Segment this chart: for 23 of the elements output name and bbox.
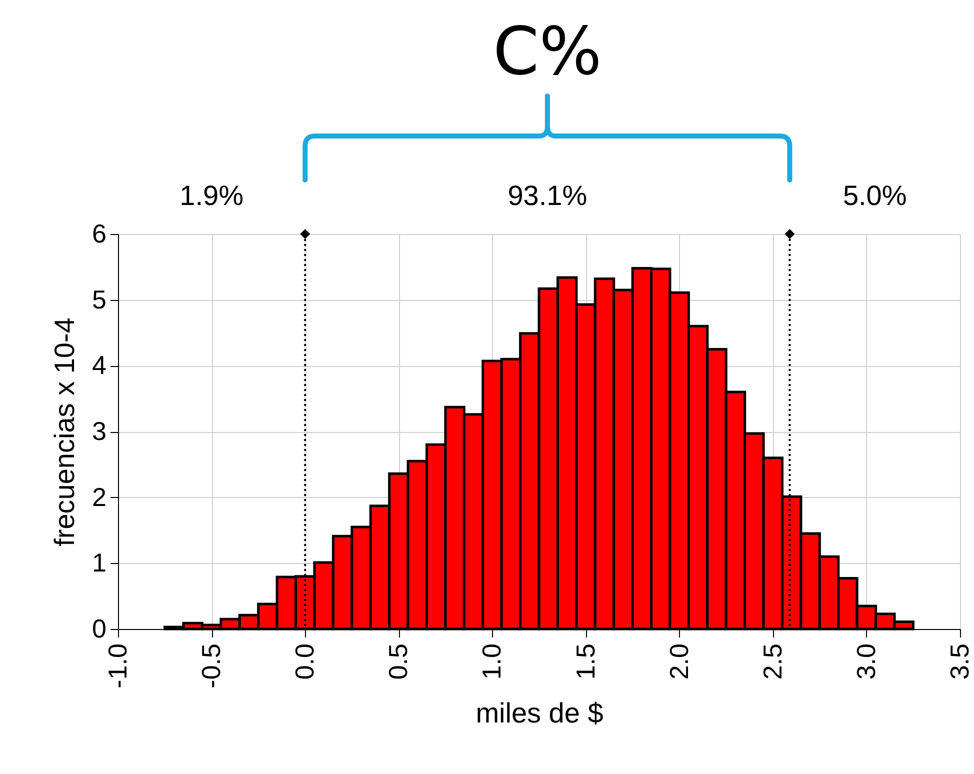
x-tick-label: 2.0 <box>664 644 694 680</box>
x-tick-label: 2.5 <box>757 644 788 680</box>
y-tick-label: 3 <box>92 416 106 446</box>
y-tick-label: 6 <box>92 218 106 248</box>
text: 1.9% <box>180 180 244 211</box>
x-tick-label: 3.0 <box>850 644 881 680</box>
y-tick-label: 2 <box>92 482 106 512</box>
y-tick-label: 5 <box>92 284 106 314</box>
x-tick-label: 3.5 <box>944 644 974 680</box>
text: 93.1% <box>508 180 588 211</box>
y-tick-label: 4 <box>92 350 106 380</box>
x-tick-label: 1.0 <box>476 644 507 680</box>
x-tick-label: 0.5 <box>383 644 414 680</box>
text: C% <box>493 13 602 90</box>
x-tick-label: -0.5 <box>196 644 226 688</box>
text: 5.0% <box>842 180 907 211</box>
x-tick-label: -1.0 <box>102 644 132 688</box>
x-tick-label: 0.0 <box>290 644 320 680</box>
y-tick-label: 1 <box>92 548 106 578</box>
y-tick-label: 0 <box>92 614 106 644</box>
x-tick-label: 1.5 <box>570 644 600 680</box>
y-axis-title: frecuencias x 10-4 <box>49 318 80 546</box>
x-axis-title: miles de $ <box>476 697 604 728</box>
